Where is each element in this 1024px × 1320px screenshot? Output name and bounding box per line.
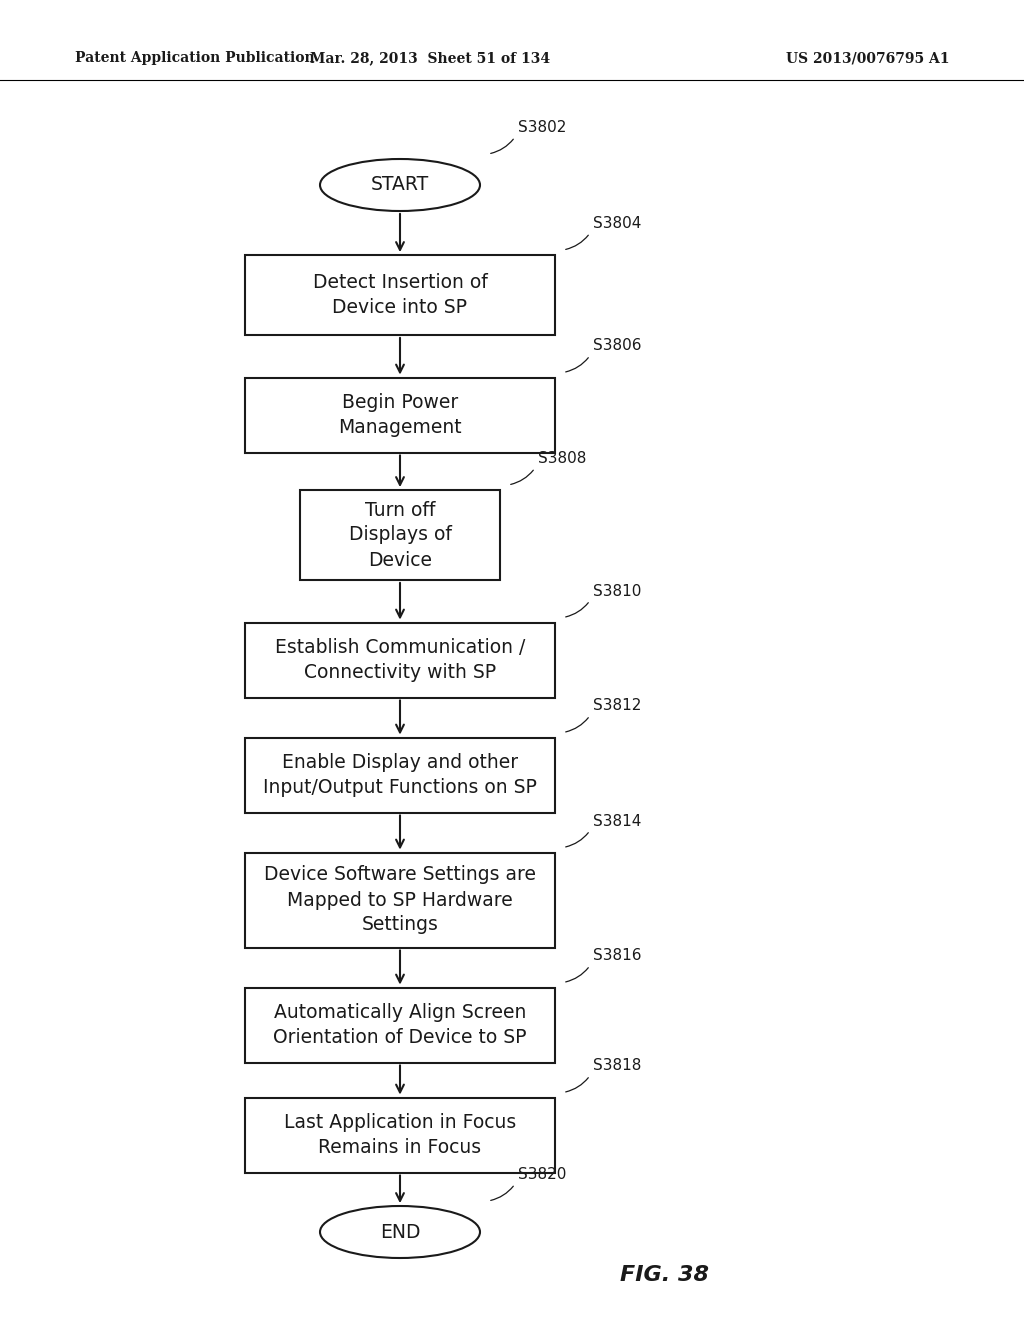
- Text: Mar. 28, 2013  Sheet 51 of 134: Mar. 28, 2013 Sheet 51 of 134: [310, 51, 550, 65]
- Text: S3814: S3814: [593, 813, 641, 829]
- Bar: [245, 853, 555, 948]
- Text: FIG. 38: FIG. 38: [620, 1265, 709, 1284]
- Text: Detect Insertion of
Device into SP: Detect Insertion of Device into SP: [312, 273, 487, 317]
- Text: S3818: S3818: [593, 1059, 641, 1073]
- Bar: [245, 255, 555, 335]
- Text: Patent Application Publication: Patent Application Publication: [75, 51, 314, 65]
- Text: END: END: [380, 1222, 420, 1242]
- Text: S3806: S3806: [593, 338, 641, 354]
- Text: Establish Communication /
Connectivity with SP: Establish Communication / Connectivity w…: [274, 638, 525, 682]
- Text: S3804: S3804: [593, 216, 641, 231]
- Text: S3812: S3812: [593, 698, 641, 714]
- Bar: [300, 490, 500, 579]
- Text: Last Application in Focus
Remains in Focus: Last Application in Focus Remains in Foc…: [284, 1113, 516, 1158]
- Text: Automatically Align Screen
Orientation of Device to SP: Automatically Align Screen Orientation o…: [273, 1003, 526, 1047]
- Text: S3820: S3820: [518, 1167, 566, 1181]
- Text: S3808: S3808: [538, 451, 587, 466]
- Text: Turn off
Displays of
Device: Turn off Displays of Device: [348, 500, 452, 569]
- Text: S3802: S3802: [518, 120, 566, 135]
- Text: Enable Display and other
Input/Output Functions on SP: Enable Display and other Input/Output Fu…: [263, 752, 537, 797]
- Bar: [245, 623, 555, 697]
- Ellipse shape: [319, 1206, 480, 1258]
- Text: START: START: [371, 176, 429, 194]
- Text: S3816: S3816: [593, 949, 641, 964]
- Text: Device Software Settings are
Mapped to SP Hardware
Settings: Device Software Settings are Mapped to S…: [264, 866, 536, 935]
- Bar: [245, 378, 555, 453]
- Bar: [245, 738, 555, 813]
- Text: US 2013/0076795 A1: US 2013/0076795 A1: [786, 51, 950, 65]
- Text: S3810: S3810: [593, 583, 641, 598]
- Bar: [245, 1097, 555, 1172]
- Bar: [245, 987, 555, 1063]
- Text: Begin Power
Management: Begin Power Management: [338, 393, 462, 437]
- Ellipse shape: [319, 158, 480, 211]
